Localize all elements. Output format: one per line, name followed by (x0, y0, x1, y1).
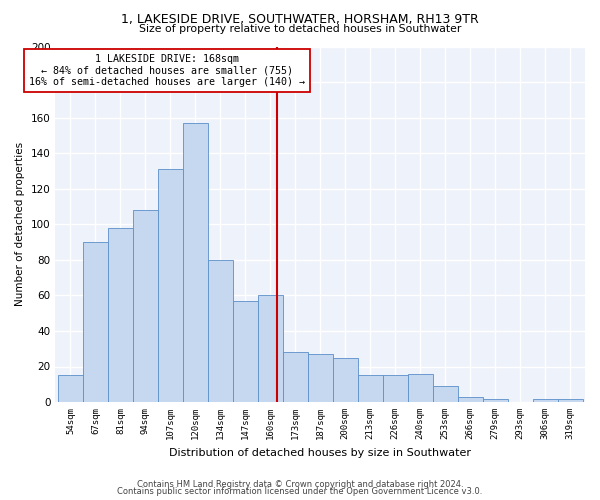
Bar (133, 210, 158, 402)
Bar (233, 300, 258, 402)
Bar (158, 169, 183, 402)
Bar (183, 123, 208, 402)
Bar (458, 396, 482, 402)
Y-axis label: Number of detached properties: Number of detached properties (16, 142, 25, 306)
Bar (258, 296, 283, 402)
Bar (433, 386, 458, 402)
X-axis label: Distribution of detached houses by size in Southwater: Distribution of detached houses by size … (169, 448, 471, 458)
Bar (308, 354, 333, 402)
Bar (283, 352, 308, 402)
Bar (58, 376, 83, 402)
Text: Contains public sector information licensed under the Open Government Licence v3: Contains public sector information licen… (118, 488, 482, 496)
Bar (83, 242, 108, 402)
Bar (383, 376, 407, 402)
Text: 1 LAKESIDE DRIVE: 168sqm
← 84% of detached houses are smaller (755)
16% of semi-: 1 LAKESIDE DRIVE: 168sqm ← 84% of detach… (29, 54, 305, 87)
Bar (557, 398, 583, 402)
Text: Contains HM Land Registry data © Crown copyright and database right 2024.: Contains HM Land Registry data © Crown c… (137, 480, 463, 489)
Bar (108, 228, 133, 402)
Text: Size of property relative to detached houses in Southwater: Size of property relative to detached ho… (139, 24, 461, 34)
Bar (533, 398, 557, 402)
Bar (407, 374, 433, 402)
Text: 1, LAKESIDE DRIVE, SOUTHWATER, HORSHAM, RH13 9TR: 1, LAKESIDE DRIVE, SOUTHWATER, HORSHAM, … (121, 12, 479, 26)
Bar (333, 358, 358, 402)
Bar (358, 376, 383, 402)
Bar (482, 398, 508, 402)
Bar (208, 260, 233, 402)
